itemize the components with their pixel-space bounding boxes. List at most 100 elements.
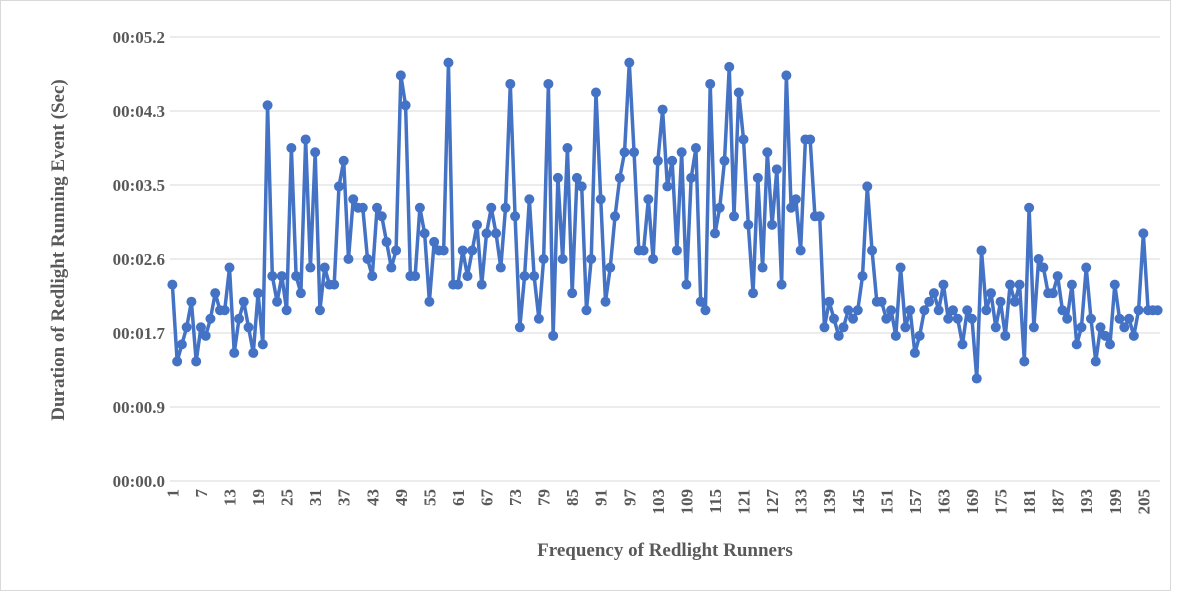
data-point: [229, 347, 240, 358]
data-point: [262, 100, 273, 111]
data-point: [167, 279, 178, 290]
data-point: [300, 134, 311, 145]
data-point: [538, 254, 549, 264]
data-point: [1076, 322, 1087, 333]
data-point: [333, 181, 344, 192]
data-point: [395, 70, 406, 81]
data-point: [709, 228, 720, 239]
x-tick-label: 85: [563, 489, 582, 506]
data-point: [329, 279, 340, 290]
y-axis-title: Duration of Redlight Running Event (Sec): [48, 79, 69, 421]
data-point: [486, 202, 497, 213]
data-point: [495, 262, 506, 273]
data-point: [210, 288, 221, 299]
data-point: [838, 322, 849, 333]
data-point: [1005, 279, 1016, 290]
x-tick-label: 109: [677, 489, 696, 515]
data-point: [643, 194, 654, 205]
data-point: [272, 296, 283, 307]
data-point: [767, 219, 778, 230]
data-point: [814, 211, 825, 222]
data-point: [876, 296, 887, 307]
data-point: [762, 147, 773, 158]
data-point: [733, 87, 744, 98]
data-point: [729, 211, 740, 222]
data-point: [638, 245, 649, 256]
data-point: [905, 305, 916, 316]
data-point: [348, 194, 359, 205]
x-tick-label: 163: [934, 489, 953, 515]
data-point: [429, 236, 440, 247]
data-point: [1052, 271, 1063, 282]
data-point: [933, 305, 944, 316]
data-point: [1014, 279, 1025, 290]
data-point: [505, 78, 516, 89]
data-point: [1124, 313, 1135, 324]
data-point: [562, 143, 573, 153]
x-tick-label: 73: [506, 489, 525, 506]
data-point: [1100, 330, 1111, 341]
data-point: [176, 339, 187, 350]
data-point: [381, 236, 392, 247]
data-point: [995, 296, 1006, 307]
data-point: [776, 279, 787, 290]
data-point: [947, 305, 958, 316]
data-point: [614, 172, 625, 183]
data-point: [191, 356, 202, 367]
data-point: [238, 296, 249, 307]
data-point: [481, 228, 492, 239]
data-point: [343, 254, 354, 264]
x-tick-label: 133: [792, 489, 811, 515]
data-point: [576, 181, 587, 192]
data-point: [857, 271, 868, 282]
data-point: [667, 155, 678, 166]
x-tick-label: 103: [649, 489, 668, 515]
data-point: [391, 245, 402, 256]
y-tick-label: 00:03.5: [113, 176, 165, 195]
data-point: [419, 228, 430, 239]
data-point: [510, 211, 521, 222]
data-point: [1019, 356, 1030, 367]
data-point: [790, 194, 801, 205]
data-point: [719, 155, 730, 166]
data-point: [1038, 262, 1049, 273]
data-point: [848, 313, 859, 324]
data-point: [600, 296, 611, 307]
data-point: [895, 262, 906, 273]
data-point: [828, 313, 839, 324]
data-point: [833, 330, 844, 341]
data-point: [738, 134, 749, 145]
data-point: [362, 254, 373, 264]
data-point: [586, 254, 597, 264]
data-point: [914, 330, 925, 341]
data-point: [690, 143, 701, 153]
data-point: [248, 347, 259, 358]
data-point: [1024, 202, 1035, 213]
data-point: [714, 202, 725, 213]
data-point: [629, 147, 640, 158]
x-tick-label: 169: [963, 489, 982, 515]
x-tick-label: 151: [877, 489, 896, 515]
data-point: [652, 155, 663, 166]
data-point: [1090, 356, 1101, 367]
x-tick-label: 181: [1020, 489, 1039, 515]
x-tick-label: 67: [478, 489, 497, 507]
data-point: [457, 245, 468, 256]
data-point: [1071, 339, 1082, 350]
data-point: [471, 219, 482, 230]
data-point: [657, 104, 668, 115]
data-point: [224, 262, 235, 273]
data-point: [1033, 254, 1044, 264]
x-tick-label: 187: [1049, 489, 1068, 515]
data-point: [567, 288, 578, 299]
data-point: [295, 288, 306, 299]
data-point: [686, 172, 697, 183]
y-tick-label: 00:02.6: [113, 250, 165, 269]
x-tick-label: 127: [763, 489, 782, 515]
data-point: [443, 57, 454, 68]
data-point: [700, 305, 711, 316]
data-point: [695, 296, 706, 307]
data-point: [357, 202, 368, 213]
data-point: [771, 164, 782, 175]
data-point: [928, 288, 939, 299]
